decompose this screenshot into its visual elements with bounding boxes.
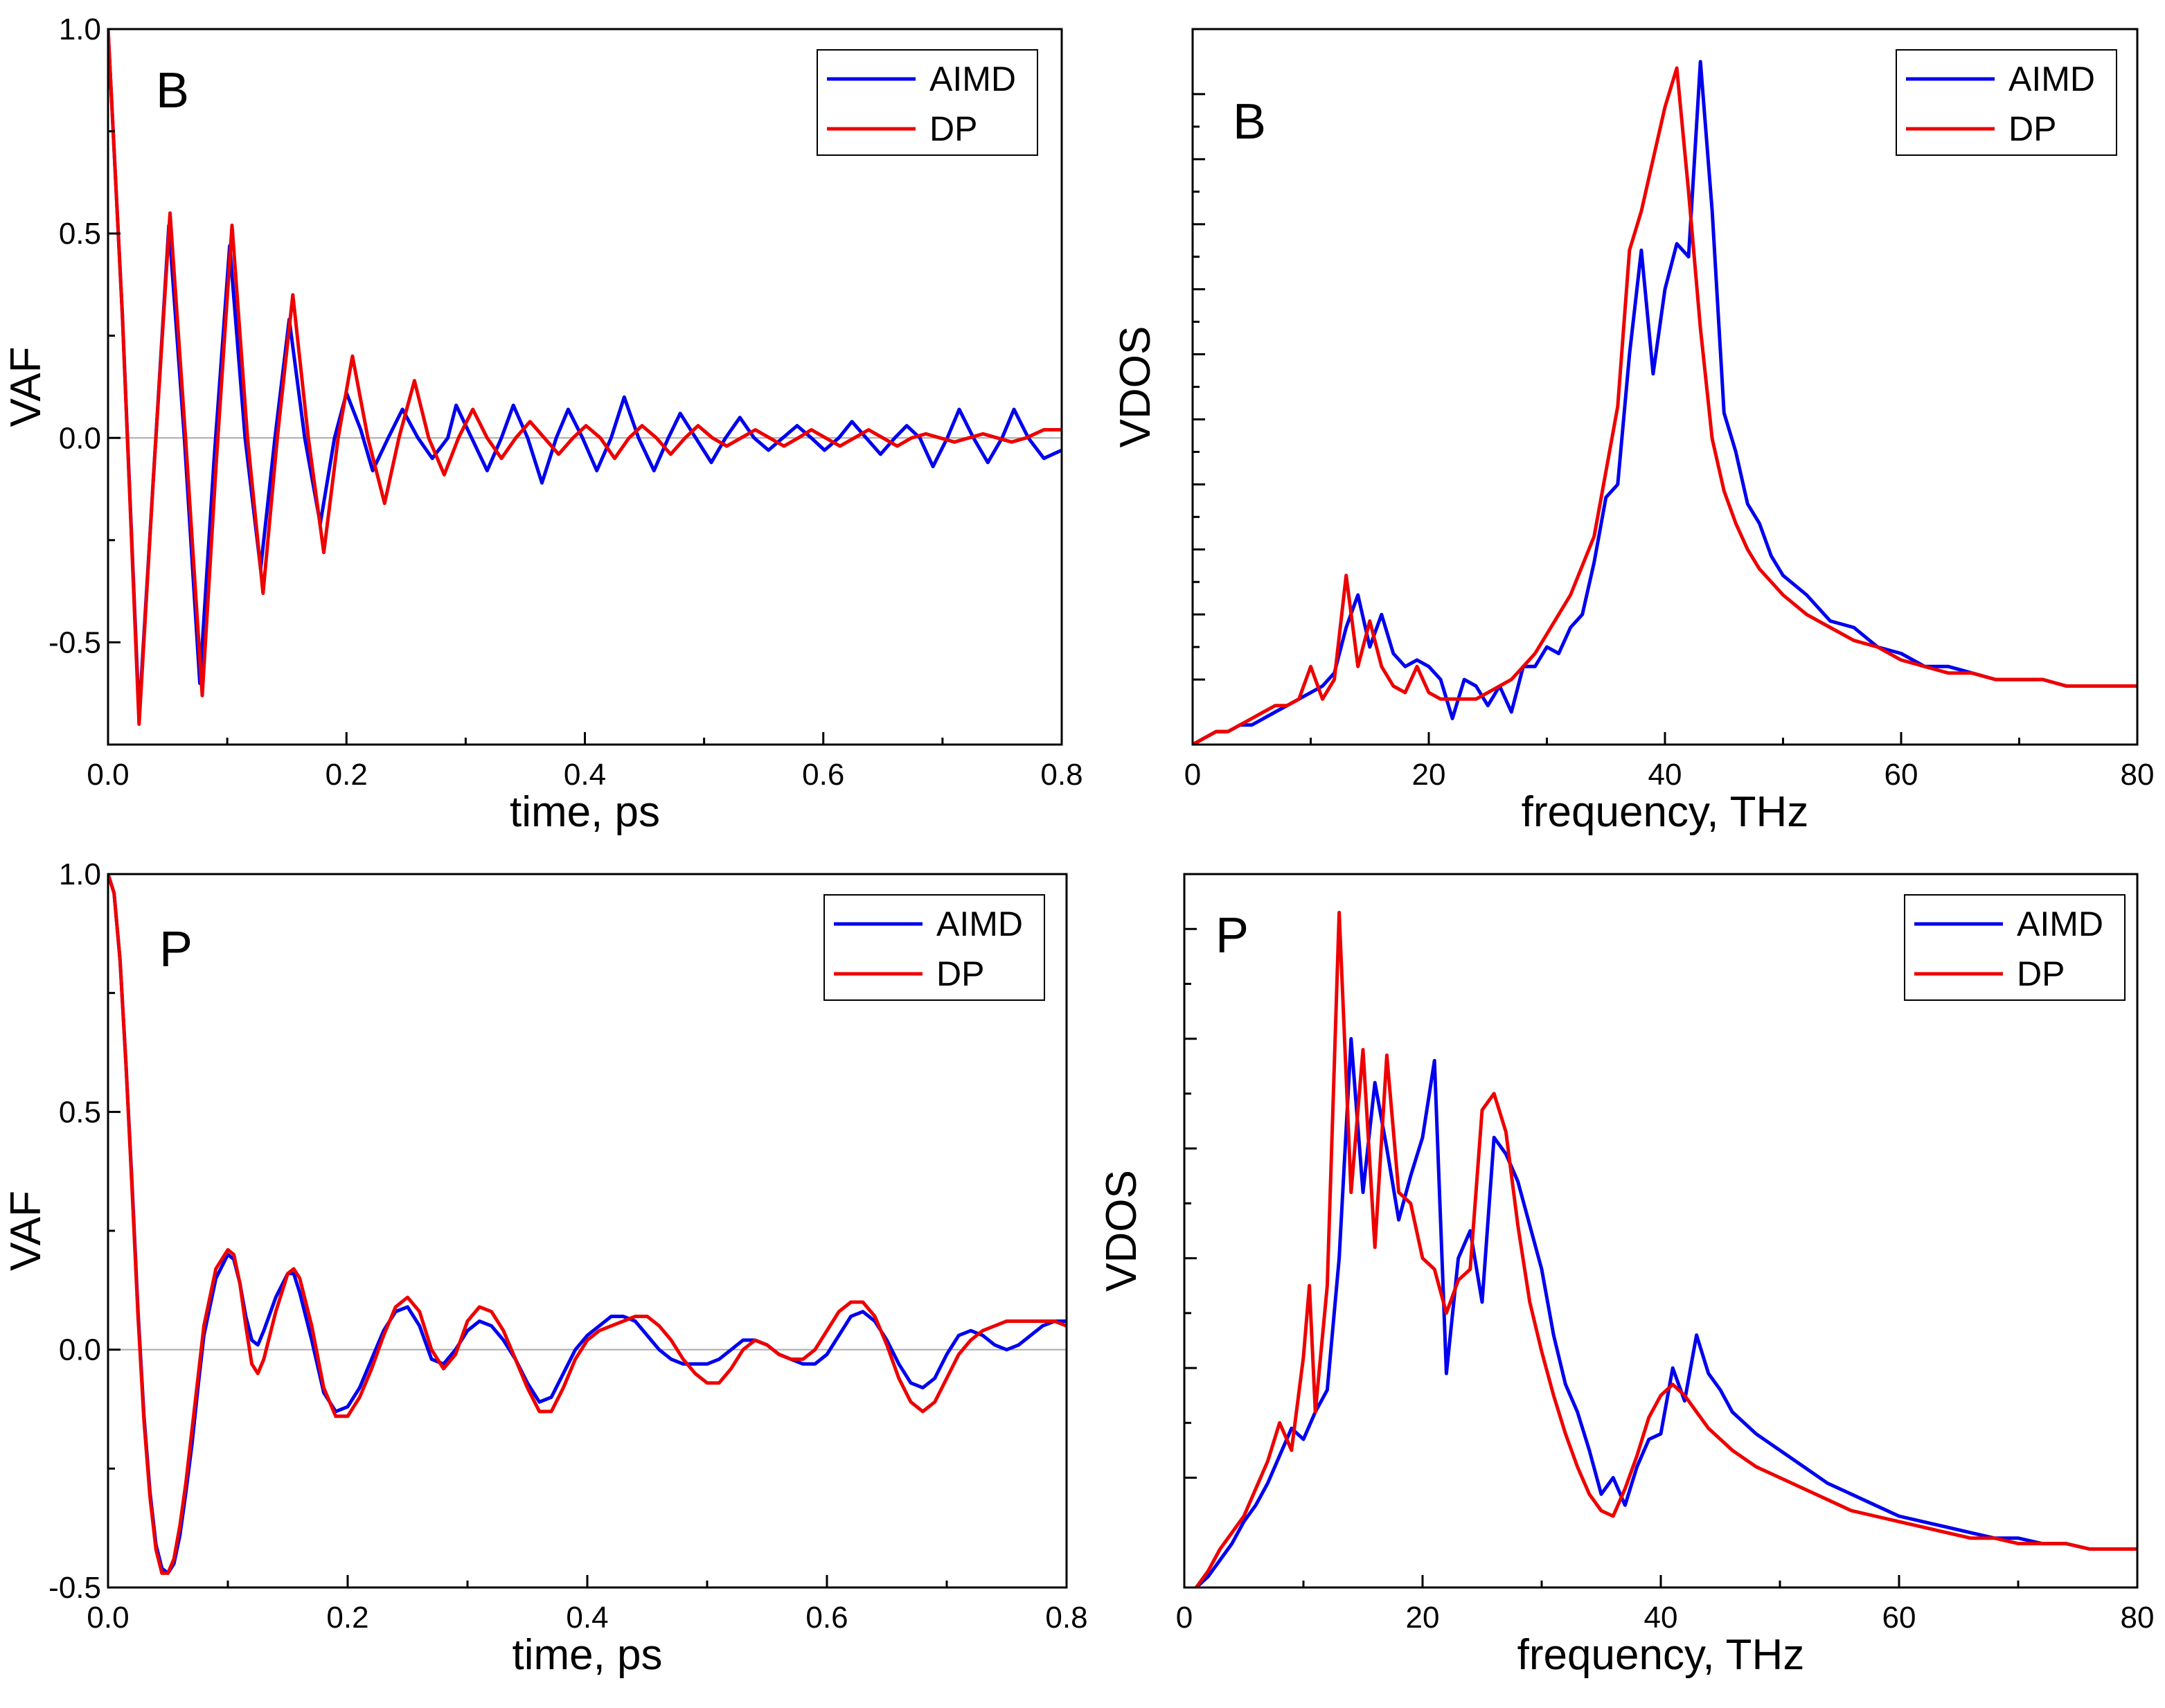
x-tick-label: 0.6 xyxy=(805,1601,848,1635)
series-aimd xyxy=(1193,60,2137,745)
x-axis-label: frequency, THz xyxy=(1517,1631,1805,1679)
x-tick-label: 20 xyxy=(1406,1601,1440,1635)
chart-b-vaf: 0.0 0.2 0.4 0.6 0.8 -0.5 0.0 0.5 1.0 time, ps VAF B… xyxy=(2,12,1083,836)
series-dp xyxy=(1195,911,2137,1587)
y-axis-label: VDOS xyxy=(1098,1170,1146,1292)
series-aimd xyxy=(1195,1037,2137,1587)
legend-label-aimd: AIMD xyxy=(929,60,1016,98)
legend: AIMD DP xyxy=(1896,49,2117,156)
legend-label-aimd: AIMD xyxy=(2008,60,2095,98)
legend-box xyxy=(817,49,1038,156)
x-axis-label: time, ps xyxy=(510,788,660,836)
y-axis-label: VAF xyxy=(2,1191,50,1271)
legend-label-aimd: AIMD xyxy=(936,905,1023,943)
panel-label: B xyxy=(156,63,189,118)
x-tick-label: 0.2 xyxy=(326,1601,368,1635)
x-tick-label: 20 xyxy=(1412,758,1446,792)
x-tick-label: 0.0 xyxy=(87,758,129,792)
x-tick-label: 40 xyxy=(1648,758,1682,792)
legend-label-dp: DP xyxy=(936,954,984,993)
series-dp xyxy=(108,29,1062,726)
x-tick-label: 60 xyxy=(1882,1601,1916,1635)
x-tick-label: 0.6 xyxy=(802,758,844,792)
legend: AIMD DP xyxy=(823,894,1045,1001)
y-tick-label: 0.0 xyxy=(59,421,101,455)
legend-label-aimd: AIMD xyxy=(2017,905,2103,943)
y-axis-label: VAF xyxy=(2,347,50,427)
panel-label: P xyxy=(1215,908,1249,963)
x-tick-label: 0.4 xyxy=(566,1601,608,1635)
legend-label-dp: DP xyxy=(929,109,977,148)
y-tick-label: 1.0 xyxy=(59,857,101,891)
series-dp xyxy=(108,874,1067,1575)
y-tick-label: 0.5 xyxy=(59,217,101,251)
x-tick-label: 40 xyxy=(1644,1601,1678,1635)
x-tick-label: 80 xyxy=(2121,1601,2155,1635)
legend-box xyxy=(1896,49,2117,156)
x-tick-label: 0.2 xyxy=(326,758,368,792)
series-dp xyxy=(1193,66,2137,745)
y-tick-label: -0.5 xyxy=(48,625,101,659)
legend: AIMD DP xyxy=(817,49,1038,156)
y-axis-label: VDOS xyxy=(1112,326,1159,448)
x-tick-label: 0 xyxy=(1176,1601,1193,1635)
y-tick-label: 0.0 xyxy=(59,1333,101,1367)
chart-p-vdos: 0 20 40 60 80 frequency, THz VDOS P AIMD DP xyxy=(1098,873,2155,1679)
y-tick-label: 0.5 xyxy=(59,1095,101,1129)
y-tick-label: -0.5 xyxy=(48,1571,101,1605)
legend-box xyxy=(1904,894,2126,1001)
y-tick-label: 1.0 xyxy=(59,12,101,46)
legend: AIMD DP xyxy=(1904,894,2126,1001)
x-tick-label: 0 xyxy=(1184,758,1201,792)
x-axis-label: frequency, THz xyxy=(1522,788,1809,836)
legend-label-dp: DP xyxy=(2017,954,2065,993)
panel-label: B xyxy=(1233,94,1266,150)
x-tick-label: 0.4 xyxy=(564,758,606,792)
series-aimd xyxy=(108,29,1062,718)
x-axis-label: time, ps xyxy=(512,1631,662,1679)
x-tick-label: 0.0 xyxy=(87,1601,129,1635)
chart-b-vdos: 0 20 40 60 80 frequency, THz VDOS B AIMD DP xyxy=(1112,28,2155,836)
legend-box xyxy=(823,894,1045,1001)
x-tick-label: 0.8 xyxy=(1045,1601,1087,1635)
x-tick-label: 80 xyxy=(2121,758,2155,792)
x-tick-label: 0.8 xyxy=(1040,758,1082,792)
x-tick-label: 60 xyxy=(1885,758,1918,792)
legend-label-dp: DP xyxy=(2008,109,2056,148)
panel-label: P xyxy=(159,922,193,977)
